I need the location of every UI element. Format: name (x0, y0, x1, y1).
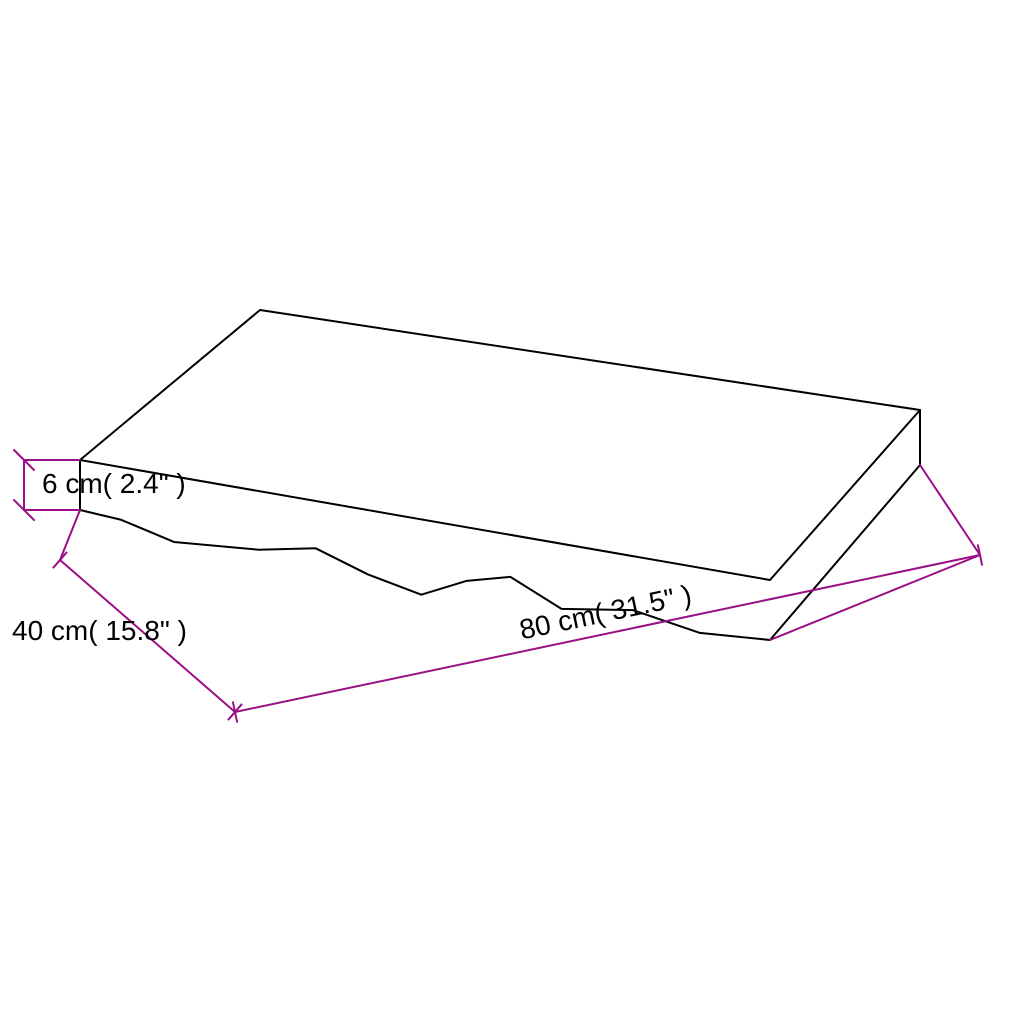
dim-height-label: 6 cm( 2.4" ) (42, 468, 186, 499)
dim-width-label: 80 cm( 31.5" ) (517, 579, 695, 645)
dim-depth-label: 40 cm( 15.8" ) (12, 615, 187, 646)
